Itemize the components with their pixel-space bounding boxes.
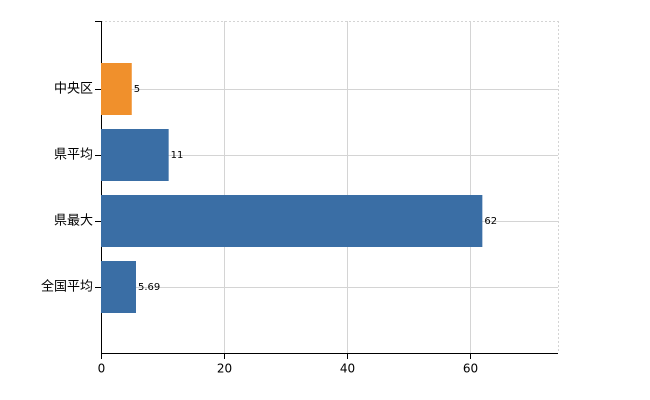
bar: [101, 63, 132, 115]
x-tick-label: 20: [217, 362, 232, 376]
bar: [101, 129, 169, 181]
value-label: 11: [171, 150, 184, 161]
y-tick-label: 全国平均: [41, 279, 93, 295]
x-tick-label: 0: [98, 362, 106, 376]
y-tick-label: 中央区: [54, 82, 93, 97]
bar: [101, 195, 483, 247]
y-tick-label: 県平均: [54, 148, 93, 163]
y-tick-label: 県最大: [54, 214, 93, 229]
value-label: 62: [484, 216, 497, 227]
x-tick-label: 40: [340, 362, 355, 376]
value-label: 5: [134, 84, 140, 95]
value-label: 5.69: [138, 282, 160, 293]
x-tick-label: 60: [463, 362, 478, 376]
bar: [101, 261, 136, 313]
